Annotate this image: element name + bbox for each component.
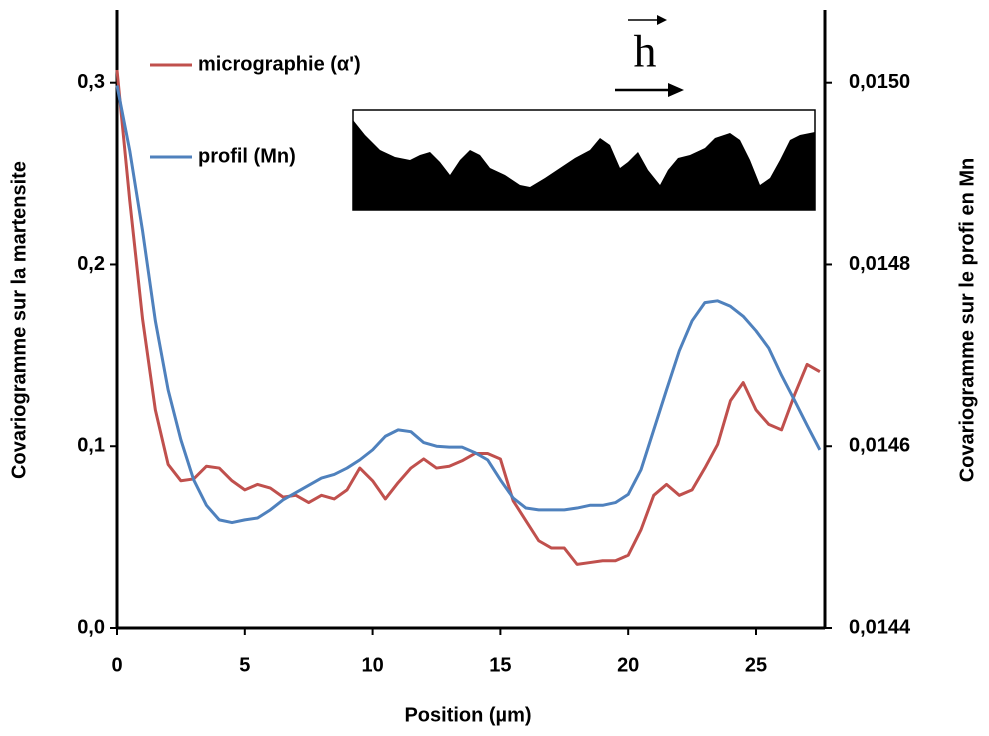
y-tick-label: 0,1 [77, 435, 105, 457]
vector-arrow-head [657, 15, 667, 25]
legend-label: profil (Mn) [198, 145, 296, 167]
series-line [115, 69, 821, 566]
y-tick-label: 0,0 [77, 616, 105, 638]
y-tick-label: 0,2 [77, 253, 105, 275]
x-axis-label: Position (µm) [404, 704, 531, 726]
y-tick-label: 0,3 [77, 71, 105, 93]
x-tick-label: 10 [361, 654, 383, 676]
direction-arrow-head [668, 83, 684, 97]
x-tick-label: 25 [745, 654, 767, 676]
y2-axis-label: Covariogramme sur le profi en Mn [956, 158, 978, 483]
y2-tick-label: 0,0148 [849, 253, 910, 275]
x-tick-label: 15 [489, 654, 511, 676]
x-tick-label: 5 [239, 654, 250, 676]
y-axis-label: Covariogramme sur la martensite [8, 161, 30, 479]
x-tick-label: 0 [111, 654, 122, 676]
x-tick-label: 20 [617, 654, 639, 676]
inset-profile: h [352, 15, 816, 211]
y2-tick-label: 0,0146 [849, 435, 910, 457]
y2-tick-label: 0,0144 [849, 616, 911, 638]
legend-label: micrographie (α') [198, 53, 361, 75]
series-line [115, 85, 822, 525]
inset-shape [353, 120, 815, 210]
y2-tick-label: 0,0150 [849, 71, 910, 93]
vector-label: h [634, 26, 657, 77]
